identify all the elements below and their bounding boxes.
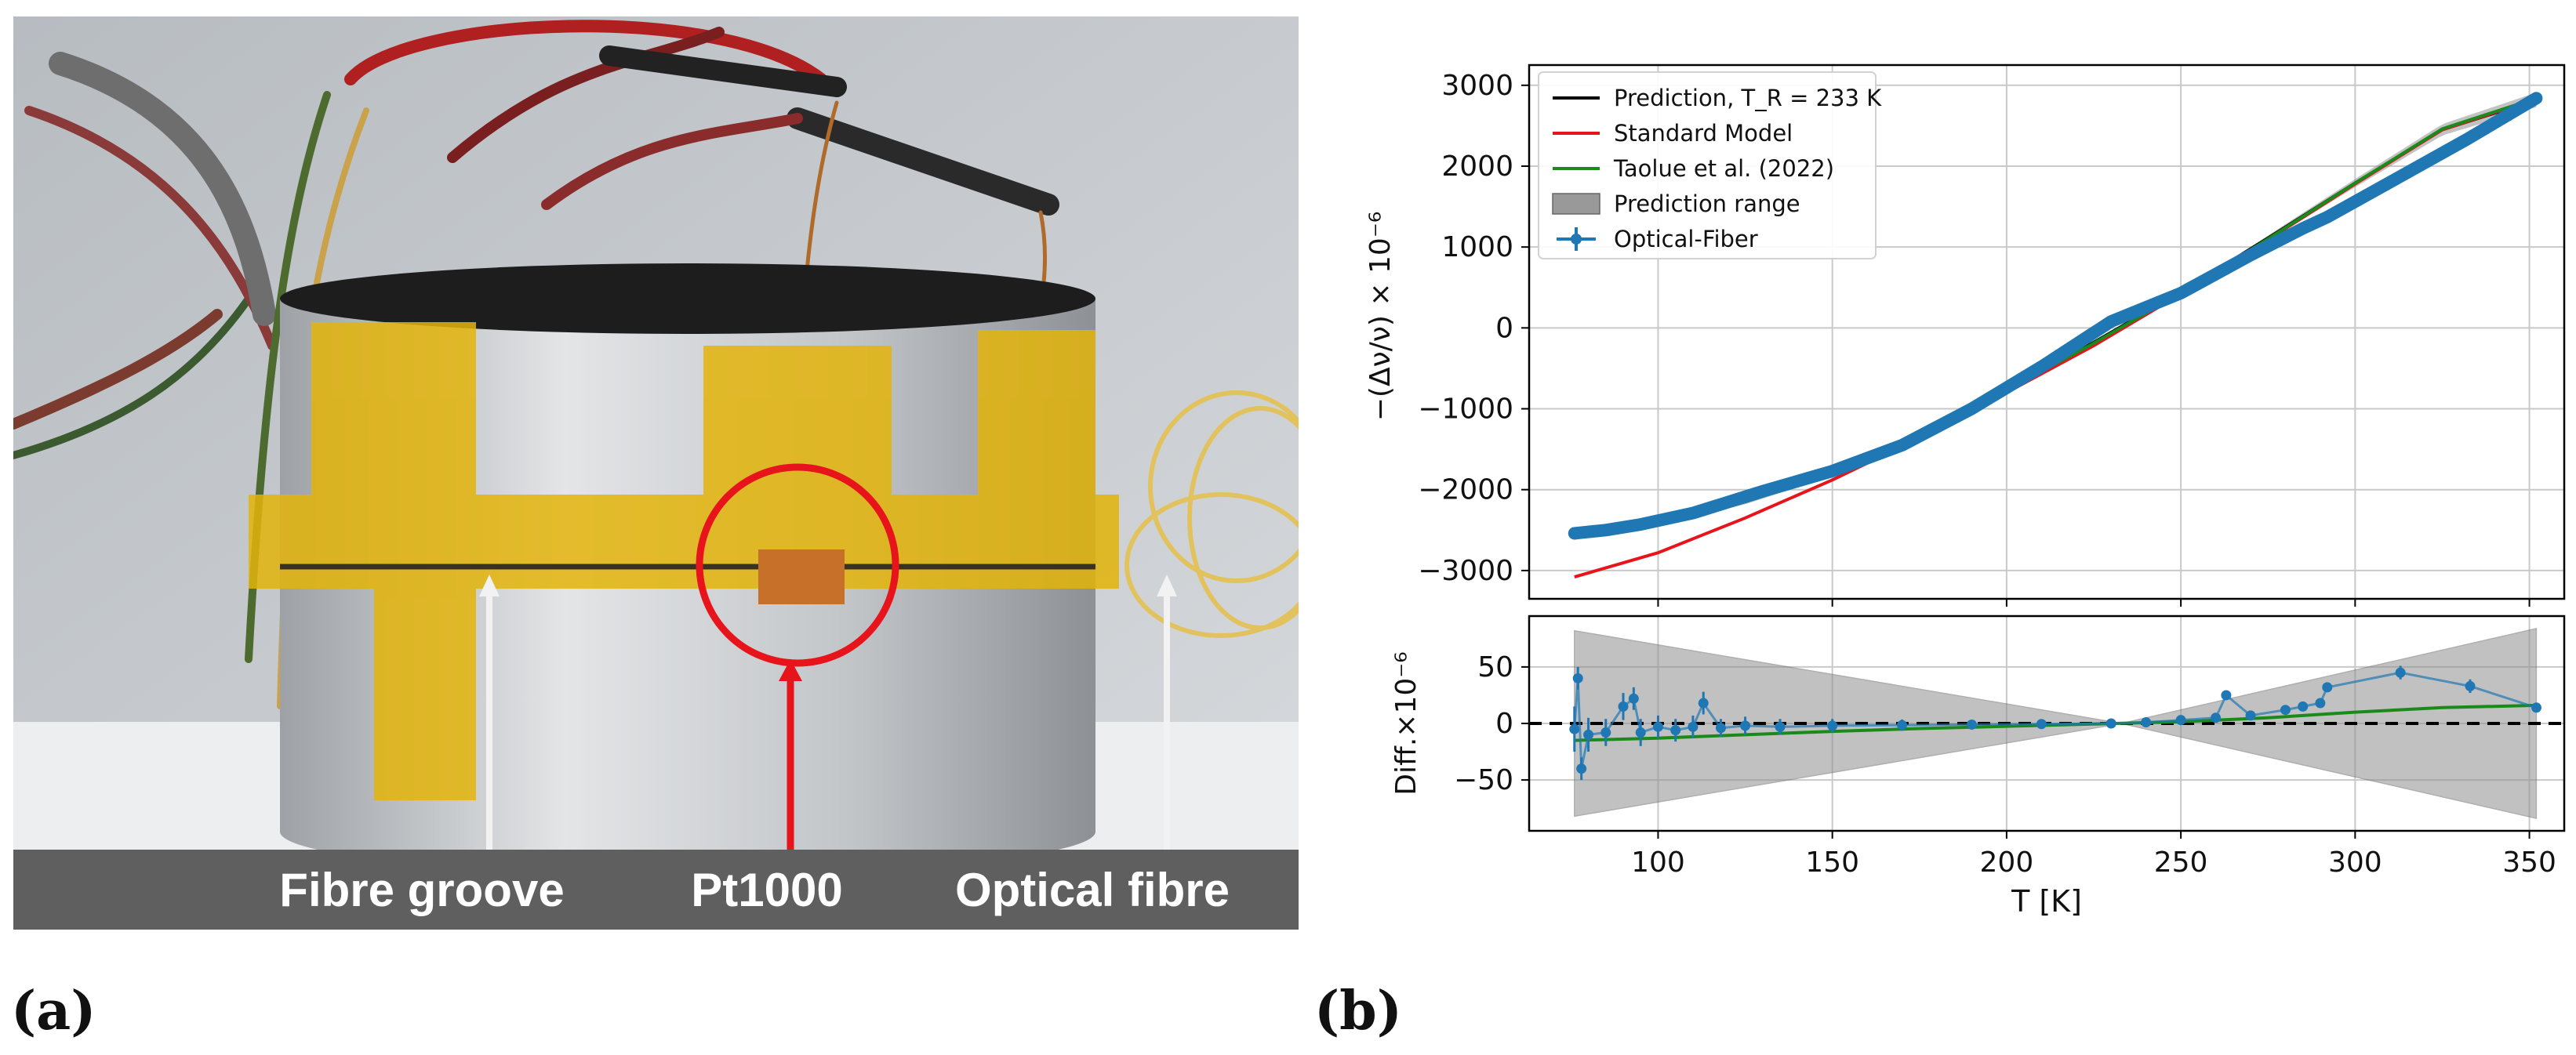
pt1000-highlight-circle [696,463,899,667]
bottom-xlabel: T [K] [2011,884,2082,919]
pt1000-sensor [758,549,845,604]
bottom-series-taolue-et-al-2022 [1574,703,2537,742]
legend-taolue-et-al-2022-label: Taolue et al. (2022) [1613,155,1834,182]
top-optical-fiber-point [1896,439,1908,451]
bottom-ytick-label: −50 [1454,764,1513,796]
top-legend: Prediction, T_R = 233 K Standard Model Tao… [1538,71,1882,259]
bottom-optical-fiber-point [1569,723,1580,734]
top-optical-fiber-point [2297,223,2309,234]
caption-fibre-groove: Fibre groove [279,864,564,916]
top-ytick-label: 0 [1495,312,1513,344]
top-optical-fiber-point [2321,211,2333,223]
top-optical-fiber-point [1600,524,1611,536]
caption-optical-fibre: Optical fibre [955,864,1230,916]
caption-banner [13,850,1299,930]
photo-illustration: Fibre groove Pt1000 Optical fibre [13,16,1299,930]
top-ytick-label: −1000 [1418,393,1513,426]
legend-optical-fiber-swatch-dot [1571,234,1582,245]
legend-prediction-range-label: Prediction range [1614,190,1800,217]
bottom-xtick-label: 200 [1980,847,2034,879]
caption-pt1000: Pt1000 [691,864,842,916]
photo-panel: Fibre groove Pt1000 Optical fibre [13,16,1299,930]
bottom-ytick-label: 50 [1477,651,1513,683]
cables [13,20,1059,709]
top-chart: −3000 −2000 −1000 0 1000 2000 3000 −(Δν/ν) × 10… [1364,63,2566,607]
annotation-arrows [479,575,1177,850]
top-ylabel: −(Δν/ν) × 10⁻⁶ [1364,212,1397,422]
bottom-xtick-label: 350 [2502,847,2556,879]
bottom-series-optical-fiber-line [1573,671,2537,770]
top-optical-fiber-point [1568,528,1580,539]
chart-panel: −3000 −2000 −1000 0 1000 2000 3000 −(Δν/ν) × 10… [1333,0,2576,941]
top-optical-fiber-point [1687,507,1699,519]
top-optical-fiber-point [2391,172,2403,184]
top-optical-fiber-point [2461,133,2472,145]
legend-box [1538,71,1877,259]
top-optical-fiber-point [1635,519,1647,531]
top-ytick-label: 2000 [1441,150,1513,183]
top-plot-frame [1528,63,2566,600]
bottom-xtick-label: 100 [1631,847,1685,879]
bottom-xtick-label: 150 [1805,847,1859,879]
bottom-optical-fiber-point [2531,702,2541,713]
bottom-xtick-label: 300 [2328,847,2382,879]
top-ytick-label: 1000 [1441,231,1513,263]
top-optical-fiber-point [2531,92,2542,104]
top-ytick-label: −2000 [1418,474,1513,506]
top-optical-fiber-point [2175,287,2187,299]
panel-label-b: (b) [1314,980,1402,1042]
legend-optical-fiber-label: Optical-Fiber [1614,226,1758,252]
top-optical-fiber-point [1966,403,1978,415]
bottom-ylabel: Diff.×10⁻⁶ [1390,651,1422,795]
bottom-xtick-label: 250 [2154,847,2208,879]
bottom-chart: −50 0 50 100 150 200 250 300 350 Diff.×10⁻⁶ T [K] [1390,615,2566,919]
kapton-tape [249,322,1119,800]
bottom-ytick-label: 0 [1495,708,1513,740]
top-optical-fiber-point [1826,465,1838,477]
top-optical-fiber-point [2036,361,2047,372]
legend-standard-model-label: Standard Model [1614,120,1793,147]
legend-prediction-range-swatch [1552,193,1600,215]
legend-prediction-t-r-233-k-label: Prediction, T_R = 233 K [1614,85,1882,111]
fibre-loops [1125,390,1299,638]
top-ytick-label: −3000 [1418,555,1513,587]
top-optical-fiber-point [2105,316,2117,328]
top-optical-fiber-point [1757,485,1768,497]
panel-label-a: (a) [11,980,96,1042]
top-ytick-label: 3000 [1441,70,1513,102]
top-optical-fiber-point [2245,249,2256,261]
